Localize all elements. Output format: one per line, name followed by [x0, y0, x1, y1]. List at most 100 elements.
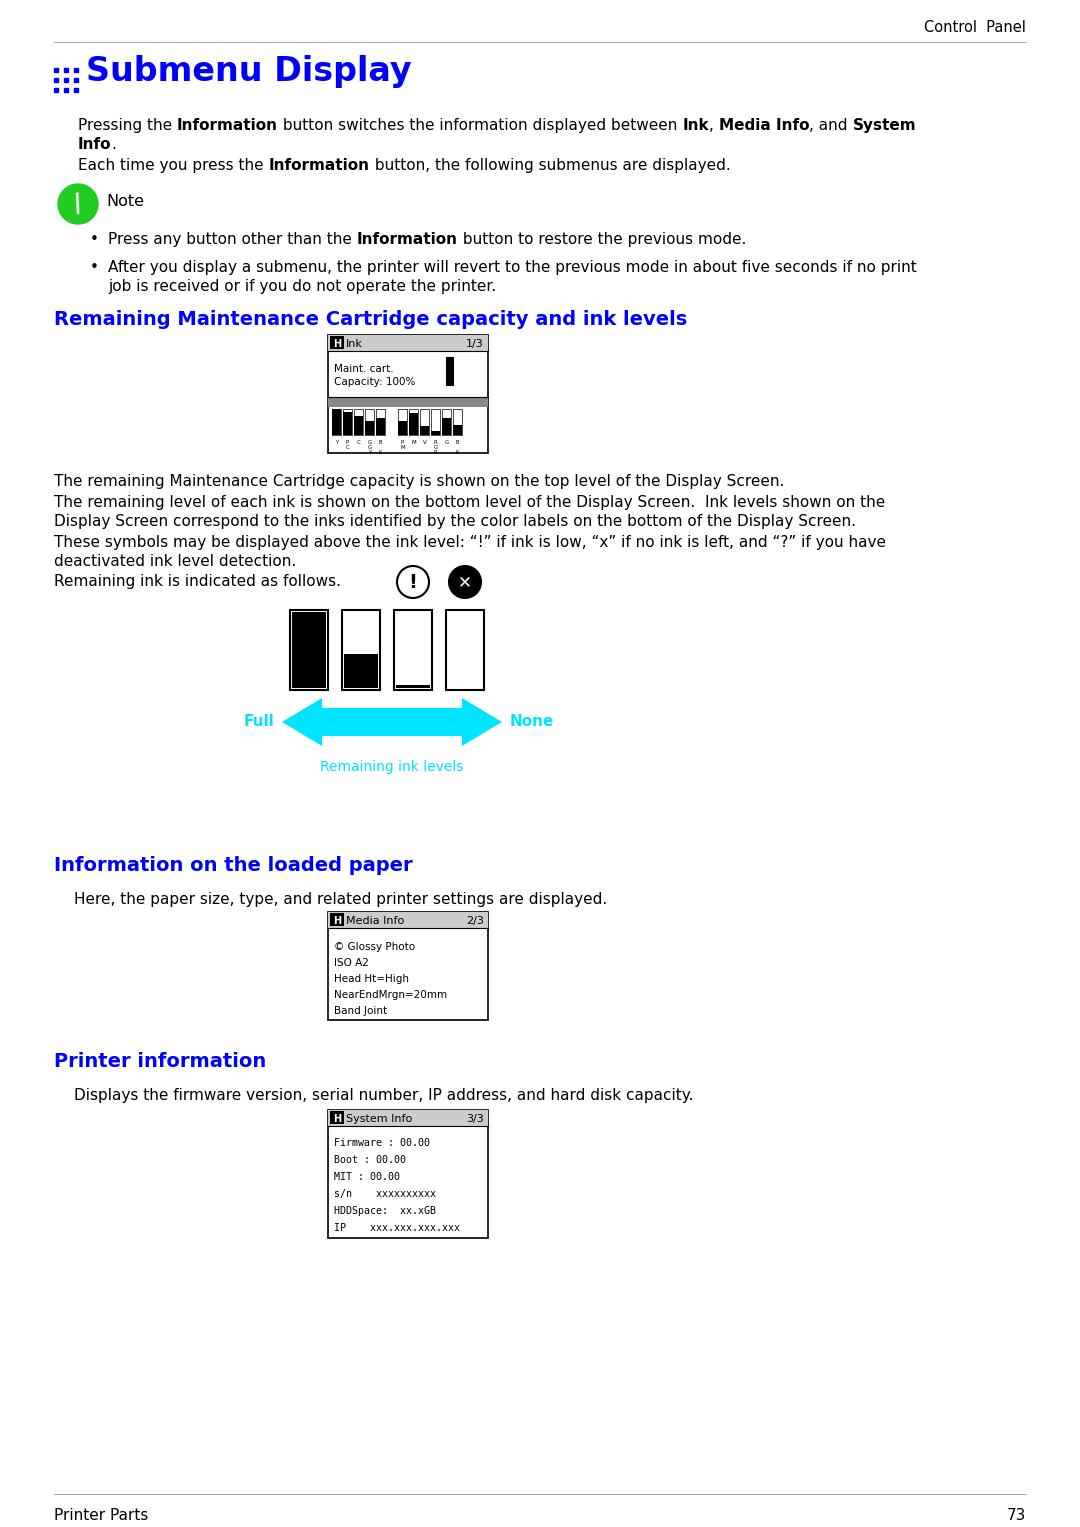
Bar: [365, 421, 374, 435]
Text: •: •: [90, 232, 99, 247]
Text: These symbols may be displayed above the ink level: “!” if ink is low, “x” if no: These symbols may be displayed above the…: [54, 534, 886, 550]
Text: Band Joint: Band Joint: [334, 1006, 387, 1015]
Text: .: .: [111, 137, 117, 153]
Text: B: B: [379, 440, 382, 444]
Text: •: •: [90, 260, 99, 275]
Text: Printer information: Printer information: [54, 1052, 267, 1070]
Text: M: M: [401, 444, 405, 450]
Bar: [431, 431, 440, 435]
Text: Control  Panel: Control Panel: [924, 20, 1026, 35]
Bar: [328, 912, 488, 928]
Text: !: !: [408, 573, 418, 591]
Bar: [420, 409, 429, 435]
Text: Ink: Ink: [683, 118, 708, 133]
Bar: [453, 425, 462, 435]
Bar: [64, 69, 68, 72]
Text: HDDSpace:  xx.xGB: HDDSpace: xx.xGB: [334, 1206, 436, 1215]
Text: /: /: [69, 191, 86, 217]
Circle shape: [397, 567, 429, 599]
Text: Press any button other than the: Press any button other than the: [108, 232, 356, 247]
Text: The remaining Maintenance Cartridge capacity is shown on the top level of the Di: The remaining Maintenance Cartridge capa…: [54, 473, 784, 489]
Text: job is received or if you do not operate the printer.: job is received or if you do not operate…: [108, 279, 496, 295]
Bar: [453, 409, 462, 435]
Text: G: G: [367, 444, 372, 450]
Bar: [431, 409, 440, 435]
Text: MIT : 00.00: MIT : 00.00: [334, 1173, 400, 1182]
Bar: [330, 1112, 345, 1124]
Text: System: System: [852, 118, 916, 133]
Text: Display Screen correspond to the inks identified by the color labels on the bott: Display Screen correspond to the inks id…: [54, 515, 856, 528]
Text: s/n    xxxxxxxxxx: s/n xxxxxxxxxx: [334, 1190, 436, 1199]
Text: C: C: [356, 440, 361, 444]
Text: button to restore the previous mode.: button to restore the previous mode.: [458, 232, 746, 247]
Text: C: C: [346, 444, 349, 450]
Text: K: K: [456, 450, 459, 455]
Text: Capacity: 100%: Capacity: 100%: [334, 377, 416, 386]
Bar: [446, 609, 484, 690]
Text: Ink: Ink: [346, 339, 363, 350]
Text: H: H: [333, 916, 341, 925]
Bar: [409, 412, 418, 435]
Text: G: G: [444, 440, 448, 444]
Bar: [376, 409, 384, 435]
Text: Full: Full: [243, 715, 274, 730]
Bar: [442, 418, 451, 435]
Text: deactivated ink level detection.: deactivated ink level detection.: [54, 554, 296, 570]
Text: 1/3: 1/3: [467, 339, 484, 350]
Text: R: R: [434, 450, 437, 455]
Bar: [64, 78, 68, 82]
Text: 73: 73: [1007, 1509, 1026, 1522]
Bar: [354, 415, 363, 435]
Text: 2/3: 2/3: [467, 916, 484, 925]
Bar: [332, 409, 341, 435]
Text: R: R: [434, 440, 437, 444]
Text: ✕: ✕: [458, 573, 472, 591]
Text: B: B: [456, 440, 459, 444]
Text: Maint. cart.: Maint. cart.: [334, 363, 393, 374]
Text: Firmware : 00.00: Firmware : 00.00: [334, 1138, 430, 1148]
Bar: [54, 78, 58, 82]
Text: button switches the information displayed between: button switches the information displaye…: [278, 118, 683, 133]
Text: ,: ,: [708, 118, 718, 133]
Text: NearEndMrgn=20mm: NearEndMrgn=20mm: [334, 989, 447, 1000]
Bar: [420, 426, 429, 435]
Text: Displays the firmware version, serial number, IP address, and hard disk capacity: Displays the firmware version, serial nu…: [75, 1089, 693, 1102]
Text: Information: Information: [356, 232, 458, 247]
Bar: [343, 409, 352, 435]
Bar: [64, 89, 68, 92]
Polygon shape: [282, 698, 502, 747]
Text: Submenu Display: Submenu Display: [86, 55, 411, 89]
Text: G: G: [367, 440, 372, 444]
Text: V: V: [422, 440, 427, 444]
Bar: [328, 334, 488, 351]
Circle shape: [449, 567, 481, 599]
Text: P: P: [401, 440, 404, 444]
Text: IP    xxx.xxx.xxx.xxx: IP xxx.xxx.xxx.xxx: [334, 1223, 460, 1232]
Text: H: H: [333, 1115, 341, 1124]
Text: Info: Info: [78, 137, 111, 153]
Text: Information on the loaded paper: Information on the loaded paper: [54, 857, 413, 875]
Bar: [399, 421, 407, 435]
Bar: [343, 412, 352, 435]
Circle shape: [58, 183, 98, 224]
Text: M: M: [411, 440, 416, 444]
Bar: [328, 334, 488, 454]
Text: Here, the paper size, type, and related printer settings are displayed.: Here, the paper size, type, and related …: [75, 892, 607, 907]
Text: The remaining level of each ink is shown on the bottom level of the Display Scre: The remaining level of each ink is shown…: [54, 495, 886, 510]
Text: None: None: [510, 715, 554, 730]
Bar: [376, 418, 384, 435]
Bar: [328, 912, 488, 1020]
Bar: [332, 409, 341, 435]
Bar: [330, 336, 345, 350]
Text: Y: Y: [368, 450, 372, 455]
Text: Information: Information: [177, 118, 278, 133]
Text: After you display a submenu, the printer will revert to the previous mode in abo: After you display a submenu, the printer…: [108, 260, 917, 275]
Text: K: K: [379, 450, 382, 455]
Bar: [365, 409, 374, 435]
Text: Each time you press the: Each time you press the: [78, 157, 269, 173]
Bar: [75, 78, 78, 82]
Text: Head Ht=High: Head Ht=High: [334, 974, 409, 983]
Text: Printer Parts: Printer Parts: [54, 1509, 148, 1522]
Text: ISO A2: ISO A2: [334, 957, 369, 968]
Text: 3/3: 3/3: [467, 1115, 484, 1124]
